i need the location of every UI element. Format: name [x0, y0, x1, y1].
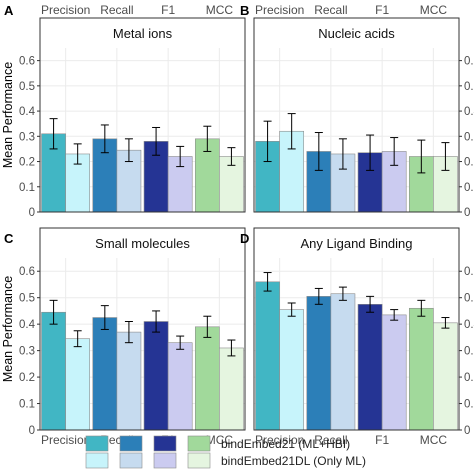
panel-title: Nucleic acids [318, 26, 395, 41]
y-tick-label: 0.2 [19, 157, 35, 169]
panel-border [39, 17, 246, 213]
panel-b: Nucleic acids B 0 0.1 0.2 0.3 0.4 0.5 0.6 Precisi… [240, 3, 474, 219]
bar [306, 296, 332, 431]
y-tick-label: 0.6 [464, 56, 474, 68]
y-tick-label: 0 [464, 425, 470, 437]
category-label: Precision [255, 433, 304, 447]
legend-key [119, 435, 143, 452]
bar [65, 338, 91, 431]
legend-key [187, 452, 211, 469]
panel-d: Any Ligand Binding D 0 0.1 0.2 0.3 0.4 0.5 0.6 Pr… [240, 227, 474, 447]
panel-c: Small molecules C 0 0.1 0.2 0.3 0.4 0.5 0.6 Preci… [4, 227, 246, 447]
y-tick-label: 0.3 [464, 346, 474, 358]
y-tick-label: 0.4 [464, 106, 474, 118]
legend-key [85, 452, 109, 469]
bar [194, 326, 220, 431]
bar [279, 309, 305, 431]
panel-border [253, 17, 460, 213]
y-tick-label: 0.1 [19, 182, 35, 194]
y-tick-label: 0 [464, 207, 470, 219]
panel-letter: B [240, 3, 249, 18]
category-label: F1 [375, 433, 389, 447]
category-label: Recall [314, 3, 347, 17]
y-tick-label: 0.2 [464, 372, 474, 384]
bar [433, 156, 458, 213]
y-tick-label: 0.1 [19, 399, 35, 411]
category-label: MCC [420, 433, 448, 447]
panel-a: Metal ions A 0 0.1 0.2 0.3 0.4 0.5 0.6 Precision R… [4, 3, 246, 219]
legend-label: bindEmbed21 (ML+HBI) [221, 437, 350, 451]
legend-key [85, 435, 109, 452]
bar [41, 311, 66, 431]
category-label: Recall [100, 3, 133, 17]
y-tick-label: 0.3 [19, 346, 35, 358]
y-tick-label: 0 [29, 425, 35, 437]
bar [116, 331, 142, 431]
y-tick-label: 0.5 [19, 293, 35, 305]
y-tick-label: 0.2 [19, 372, 35, 384]
panel-letter: A [4, 3, 14, 18]
y-tick-label: 0.4 [19, 319, 36, 331]
bar [255, 281, 280, 431]
category-label: Precision [255, 3, 304, 17]
category-label: Recall [314, 433, 347, 447]
panel-letter: C [4, 231, 14, 246]
bar [167, 342, 193, 431]
panel-title: Any Ligand Binding [300, 236, 412, 251]
panel-letter: D [240, 231, 249, 246]
category-label: MCC [420, 3, 448, 17]
y-tick-label: 0.6 [19, 266, 35, 278]
y-tick-label: 0.6 [19, 56, 35, 68]
legend-key [119, 452, 143, 469]
y-axis-label: Mean Performance [1, 276, 15, 382]
panel-border [253, 227, 460, 431]
y-tick-label: 0.4 [19, 106, 36, 118]
panel-title: Small molecules [95, 236, 190, 251]
y-tick-label: 0.3 [19, 131, 35, 143]
legend: bindEmbed21 (ML+HBI) bindEmbed21DL (Only … [85, 435, 366, 469]
category-label: MCC [206, 433, 234, 447]
bar [330, 293, 356, 431]
y-tick-label: 0.1 [464, 182, 474, 194]
y-tick-label: 0.5 [19, 81, 35, 93]
y-axis-label: Mean Performance [1, 62, 15, 168]
legend-key [153, 435, 177, 452]
bar [219, 347, 244, 431]
bar [433, 322, 458, 431]
y-tick-label: 0.5 [464, 81, 474, 93]
bar [143, 321, 169, 431]
legend-key [153, 452, 177, 469]
bar [408, 307, 434, 431]
legend-key [187, 435, 211, 452]
y-tick-label: 0.2 [464, 157, 474, 169]
category-label: F1 [161, 3, 175, 17]
category-label: Precision [41, 3, 90, 17]
panel-border [39, 227, 246, 431]
bar [92, 317, 118, 431]
legend-label: bindEmbed21DL (Only ML) [221, 454, 366, 468]
category-label: F1 [375, 3, 389, 17]
y-tick-label: 0.3 [464, 131, 474, 143]
category-label: MCC [206, 3, 234, 17]
category-label: Precision [41, 433, 90, 447]
bar [357, 304, 383, 431]
panel-title: Metal ions [113, 26, 173, 41]
y-tick-label: 0.1 [464, 399, 474, 411]
y-tick-label: 0.6 [464, 266, 474, 278]
y-tick-label: 0.4 [464, 319, 474, 331]
bar [381, 314, 407, 431]
y-tick-label: 0.5 [464, 293, 474, 305]
y-tick-label: 0 [29, 207, 35, 219]
